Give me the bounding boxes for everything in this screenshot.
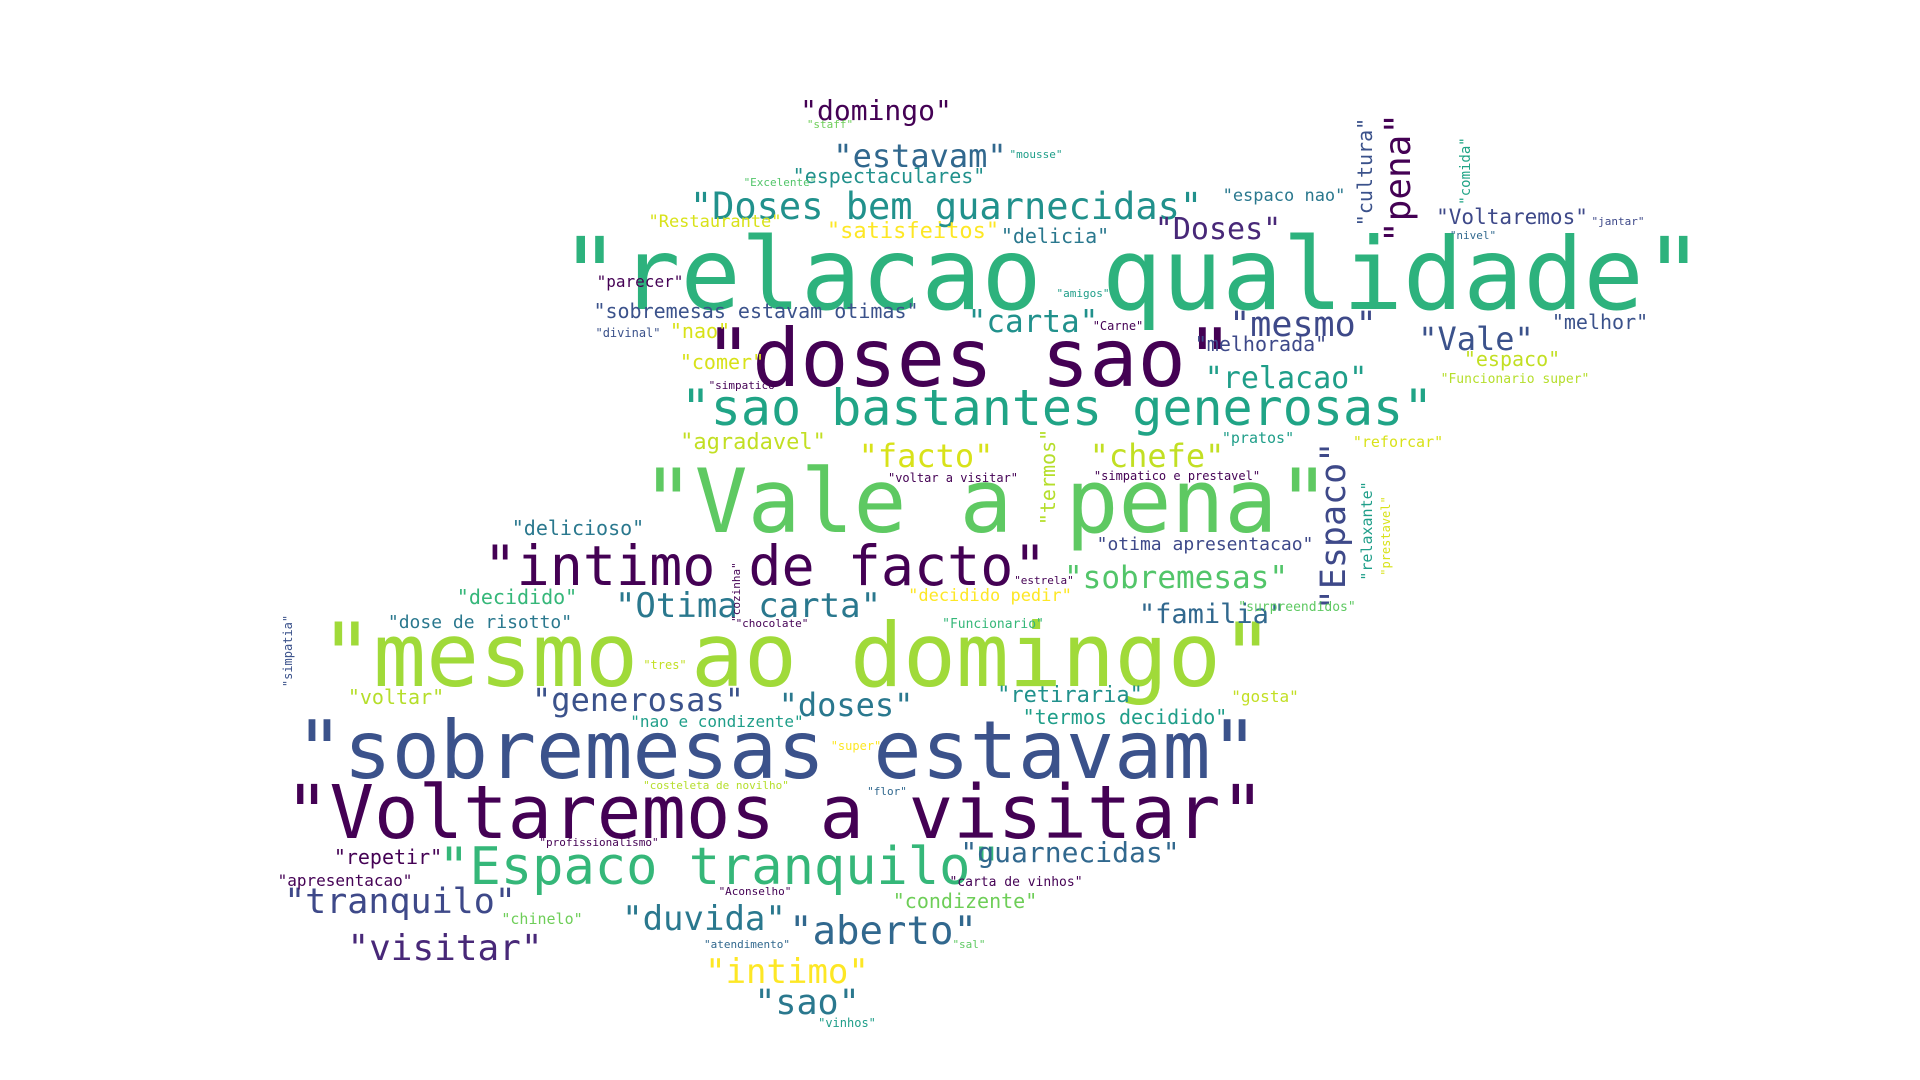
word-43: "atendimento" xyxy=(704,938,790,951)
word-2: "sao bastantes generosas" xyxy=(681,379,1434,437)
word-57: "dose de risotto" xyxy=(388,612,572,633)
word-81: "Carne" xyxy=(1093,319,1144,333)
word-60: "cozinha" xyxy=(730,562,743,622)
word-95: "mousse" xyxy=(1010,148,1063,161)
word-18: "carta" xyxy=(968,304,1099,340)
word-79: "divinal" xyxy=(595,326,660,340)
word-45: "vinhos" xyxy=(818,1016,876,1030)
word-35: "visitar" xyxy=(347,928,542,969)
word-92: "espaco nao" xyxy=(1223,186,1346,206)
word-76: "espaco" xyxy=(1464,347,1560,371)
word-80: "sobremesas estavam otimas" xyxy=(593,299,918,323)
word-13: "pena" xyxy=(1378,113,1419,243)
word-54: "gosta" xyxy=(1231,687,1298,706)
word-21: "Espaco" xyxy=(1314,442,1354,611)
word-94: "staff" xyxy=(807,118,853,131)
word-55: "termos decidido" xyxy=(1023,705,1228,729)
word-36: "guarnecidas" xyxy=(960,836,1179,869)
word-29: "doses" xyxy=(779,686,914,724)
word-10: "estavam" xyxy=(833,137,1006,175)
word-61: "decidido pedir" xyxy=(908,586,1072,606)
word-39: "condizente" xyxy=(893,889,1038,913)
word-84: "parecer" xyxy=(597,272,684,291)
word-23: "chefe" xyxy=(1090,437,1225,475)
word-27: "familia" xyxy=(1139,599,1285,630)
word-33: "sao" xyxy=(754,983,859,1023)
word-69: "voltar a visitar" xyxy=(888,471,1018,485)
word-58: "decidido" xyxy=(457,585,577,609)
word-49: "super" xyxy=(831,739,882,753)
word-4: "intimo de facto" xyxy=(484,534,1047,598)
word-26: "sobremesas" xyxy=(1064,560,1288,596)
word-17: "mesmo" xyxy=(1229,305,1377,345)
word-40: "chinelo" xyxy=(501,910,582,928)
word-87: "satisfeitos" xyxy=(827,219,999,244)
word-56: "simpatia" xyxy=(281,615,295,687)
word-82: "melhorada" xyxy=(1195,332,1327,356)
word-47: "costeleta de novilho" xyxy=(643,779,789,792)
word-22: "facto" xyxy=(859,437,994,475)
word-59: "chocolate" xyxy=(736,617,809,630)
word-70: "simpatico e prestavel" xyxy=(1094,469,1260,483)
word-34: "tranquilo" xyxy=(284,882,516,922)
word-19: "Vale" xyxy=(1418,320,1534,358)
word-65: "delicioso" xyxy=(512,516,644,540)
word-6: "sobremesas estavam" xyxy=(295,704,1258,797)
word-8: "Espaco tranquilo" xyxy=(438,837,1002,897)
word-24: "termos" xyxy=(1036,429,1060,525)
word-46: "profissionalismo" xyxy=(539,836,658,849)
word-66: "otima apresentacao" xyxy=(1097,534,1314,555)
word-77: "Funcionario super" xyxy=(1441,372,1590,387)
word-68: "prestavel" xyxy=(1379,496,1393,575)
word-85: "amigos" xyxy=(1057,287,1110,300)
word-3: "Vale a pena" xyxy=(642,450,1331,553)
word-75: "comer" xyxy=(680,350,764,374)
word-32: "intimo" xyxy=(705,952,869,992)
word-86: "Restaurante" xyxy=(648,212,781,232)
word-44: "sal" xyxy=(952,938,985,951)
word-1: "doses sao" xyxy=(704,312,1234,405)
word-93: "Excelente" xyxy=(744,176,817,189)
word-64: "surpreendidos" xyxy=(1238,600,1355,615)
word-90: "jantar" xyxy=(1592,215,1645,228)
word-83: "melhor" xyxy=(1552,310,1648,334)
word-14: "cultura" xyxy=(1353,118,1377,226)
word-41: "carta de vinhos" xyxy=(949,875,1082,890)
word-88: "delicia" xyxy=(1001,224,1109,248)
word-63: "estrela" xyxy=(1014,574,1074,587)
word-7: "Voltaremos a visitar" xyxy=(285,770,1265,856)
word-89: "Voltaremos" xyxy=(1436,205,1588,229)
word-72: "pratos" xyxy=(1222,429,1294,447)
word-42: "Aconselho" xyxy=(719,885,792,898)
word-62: "Funcionario" xyxy=(942,617,1044,632)
word-30: "duvida" xyxy=(622,899,786,939)
word-31: "aberto" xyxy=(789,909,977,954)
word-74: "simpatico" xyxy=(709,379,782,392)
word-25: "Otima carta" xyxy=(615,586,881,626)
word-5: "mesmo ao domingo" xyxy=(320,604,1274,707)
word-50: "nao e condizente" xyxy=(630,712,803,731)
word-12: "espectaculares" xyxy=(793,164,986,188)
word-38: "apresentacao" xyxy=(278,871,413,890)
word-28: "generosas" xyxy=(532,681,744,719)
word-51: "voltar" xyxy=(348,685,444,709)
word-71: "agradavel" xyxy=(680,430,826,455)
word-78: "nao" xyxy=(670,319,730,343)
word-48: "flor" xyxy=(867,785,907,798)
word-9: "Doses bem guarnecidas" xyxy=(690,185,1202,228)
word-0: "relacao qualidade" xyxy=(560,216,1704,333)
word-37: "repetir" xyxy=(334,845,442,869)
word-11: "domingo" xyxy=(800,94,952,127)
word-52: "tres" xyxy=(643,658,686,672)
word-91: "nivel" xyxy=(1450,229,1496,242)
word-67: "relaxante" xyxy=(1358,481,1376,580)
word-20: "relacao" xyxy=(1205,361,1368,396)
word-15: "comida" xyxy=(1458,137,1474,204)
word-16: "Doses" xyxy=(1155,212,1281,247)
word-73: "reforcar" xyxy=(1353,433,1443,451)
word-53: "retiraria" xyxy=(997,683,1143,708)
